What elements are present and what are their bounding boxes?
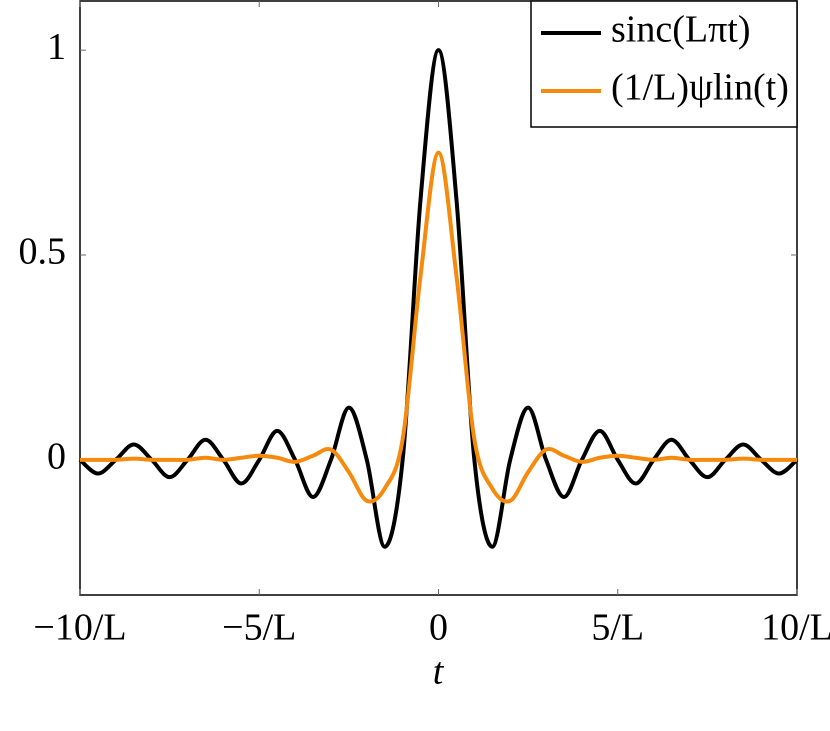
x-tick-label: 0 bbox=[429, 607, 448, 649]
legend-box bbox=[530, 0, 798, 128]
x-tick-label: 5/L bbox=[591, 607, 644, 649]
line-series bbox=[80, 150, 797, 504]
x-tick-label: 10/L bbox=[761, 607, 830, 649]
y-tick-label: 0 bbox=[47, 436, 66, 478]
legend-label: sinc(Lπt) bbox=[611, 9, 750, 51]
y-tick-label: 1 bbox=[47, 26, 66, 68]
legend-label: (1/L)ψlin(t) bbox=[611, 67, 789, 109]
y-tick-label: 0.5 bbox=[19, 231, 67, 273]
x-tick-label: −10/L bbox=[33, 607, 126, 649]
line-series bbox=[78, 48, 799, 549]
x-tick-label: −5/L bbox=[222, 607, 296, 649]
x-axis-label: t bbox=[433, 651, 445, 693]
